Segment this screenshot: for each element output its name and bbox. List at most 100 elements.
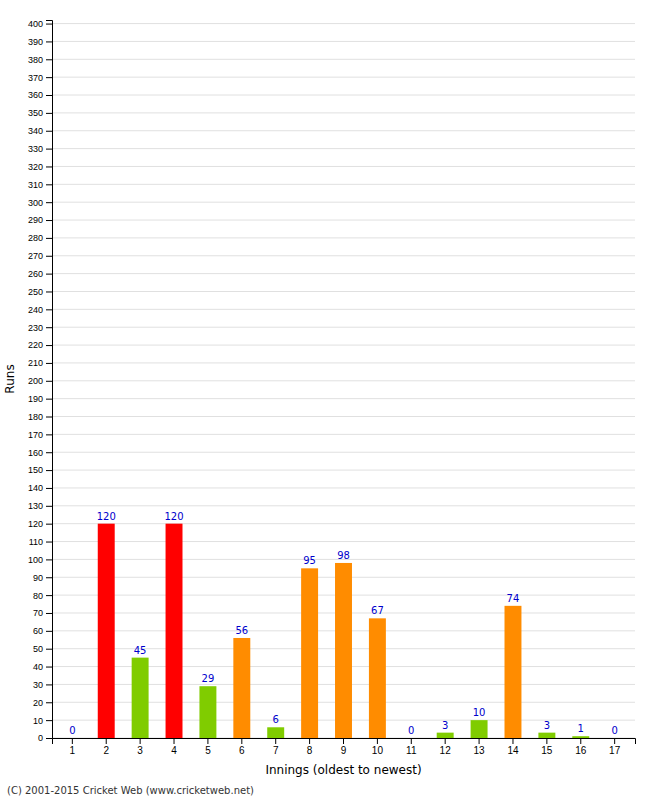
y-axis-line: [46, 21, 53, 739]
y-tick-mark: [46, 131, 52, 132]
bar: [471, 720, 488, 738]
y-tick-mark: [46, 59, 52, 60]
data-label: 0: [69, 725, 75, 736]
grid-line: [52, 434, 635, 435]
y-tick-label: 270: [28, 251, 43, 261]
data-label: 10: [473, 707, 486, 718]
data-label: 0: [611, 725, 617, 736]
bar: [301, 568, 318, 738]
x-tick-mark: [241, 738, 242, 744]
y-tick: 230: [28, 323, 52, 333]
data-label: 45: [134, 645, 147, 656]
y-tick: 400: [28, 19, 52, 29]
y-tick-label: 50: [33, 644, 43, 654]
y-tick-mark: [46, 559, 52, 560]
bar: [538, 733, 555, 738]
grid-line: [52, 452, 635, 453]
x-tick-mark: [479, 738, 480, 744]
y-tick: 250: [28, 287, 52, 297]
x-tick-mark: [140, 738, 141, 744]
grid-line: [52, 23, 635, 24]
y-tick-mark: [46, 220, 52, 221]
grid-line: [52, 41, 635, 42]
y-tick-label: 0: [38, 733, 43, 743]
x-tick-mark: [275, 738, 276, 744]
grid-line: [52, 273, 635, 274]
grid-line: [52, 184, 635, 185]
x-tick: 3: [137, 738, 143, 756]
y-tick-label: 290: [28, 215, 43, 225]
x-tick: 5: [205, 738, 211, 756]
y-tick-mark: [46, 488, 52, 489]
y-tick-mark: [46, 595, 52, 596]
x-tick-mark: [580, 738, 581, 744]
y-tick-mark: [46, 274, 52, 275]
y-tick: 270: [28, 251, 52, 261]
y-tick-label: 350: [28, 108, 43, 118]
y-tick: 200: [28, 376, 52, 386]
x-tick-label: 17: [609, 745, 621, 756]
y-tick: 340: [28, 126, 52, 136]
y-tick-mark: [46, 399, 52, 400]
plot: 0120451202956695986703107431012345678910…: [28, 19, 636, 756]
y-tick-mark: [46, 542, 52, 543]
x-tick: 14: [507, 738, 519, 756]
x-tick: 17: [609, 738, 621, 756]
y-tick: 0: [38, 733, 52, 743]
grid-line: [52, 362, 635, 363]
x-tick-mark: [343, 738, 344, 744]
x-tick: 7: [273, 738, 279, 756]
y-tick-label: 310: [28, 180, 43, 190]
bar: [267, 727, 284, 738]
y-tick-mark: [46, 309, 52, 310]
x-tick-label: 10: [372, 745, 384, 756]
y-tick-mark: [46, 667, 52, 668]
bar: [437, 733, 454, 738]
y-tick-mark: [46, 720, 52, 721]
bar: [335, 563, 352, 738]
grid-line: [52, 148, 635, 149]
x-tick-mark: [614, 738, 615, 744]
bar: [132, 658, 149, 738]
x-tick-mark: [411, 738, 412, 744]
y-tick-label: 130: [28, 501, 43, 511]
x-tick-label: 3: [137, 745, 143, 756]
grid-line: [52, 309, 635, 310]
y-tick-mark: [46, 631, 52, 632]
y-tick-label: 280: [28, 233, 43, 243]
y-tick-label: 120: [28, 519, 43, 529]
y-tick: 140: [28, 483, 52, 493]
y-tick: 330: [28, 144, 52, 154]
y-tick-label: 230: [28, 323, 43, 333]
y-tick: 120: [28, 519, 52, 529]
data-label: 74: [507, 593, 520, 604]
y-axis-title: Runs: [3, 364, 17, 393]
x-tick-label: 11: [406, 745, 417, 756]
y-tick-mark: [46, 256, 52, 257]
data-label: 95: [303, 555, 316, 566]
x-tick-label: 2: [103, 745, 109, 756]
grid-line: [52, 505, 635, 506]
x-axis: 1234567891011121314151617: [53, 738, 636, 756]
y-tick-mark: [46, 24, 52, 25]
y-tick-label: 390: [28, 37, 43, 47]
y-tick: 390: [28, 37, 52, 47]
x-tick-label: 5: [205, 745, 211, 756]
y-tick-mark: [46, 77, 52, 78]
y-tick-mark: [46, 238, 52, 239]
y-tick: 290: [28, 215, 52, 225]
y-tick-label: 340: [28, 126, 43, 136]
y-tick: 100: [28, 555, 52, 565]
y-tick-label: 400: [28, 19, 43, 29]
x-tick-mark: [106, 738, 107, 744]
x-tick-mark: [445, 738, 446, 744]
y-tick-mark: [46, 41, 52, 42]
x-tick-mark: [309, 738, 310, 744]
y-tick-label: 250: [28, 287, 43, 297]
y-tick: 240: [28, 305, 52, 315]
grid-line: [52, 345, 635, 346]
y-tick-label: 40: [33, 662, 43, 672]
y-tick-mark: [46, 470, 52, 471]
y-tick-label: 90: [33, 573, 43, 583]
y-tick-label: 190: [28, 394, 43, 404]
